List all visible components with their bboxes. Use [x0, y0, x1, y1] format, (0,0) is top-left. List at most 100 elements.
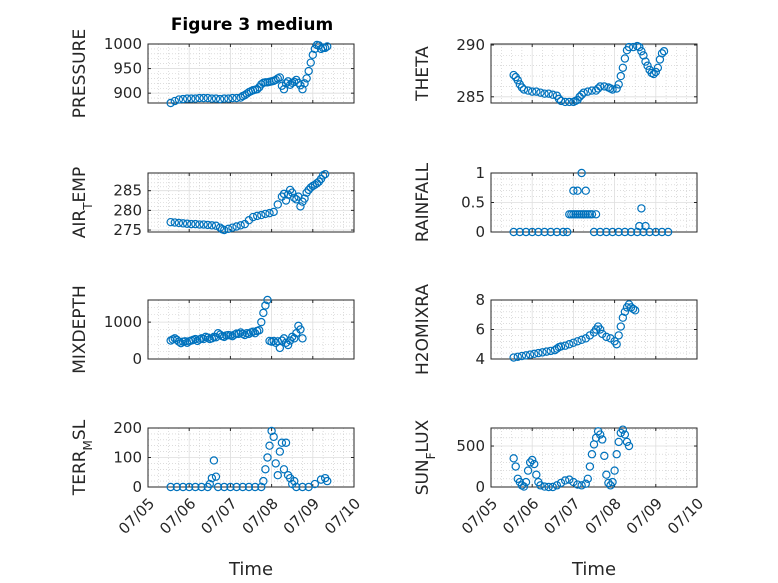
data-point: [316, 475, 326, 484]
data-point: [259, 476, 268, 486]
data-point: [573, 337, 582, 346]
data-point: [552, 344, 562, 353]
data-point: [641, 57, 650, 66]
data-point: [530, 459, 539, 469]
y-tick-label: 900: [113, 84, 142, 102]
data-point: [320, 169, 330, 179]
data-point: [560, 97, 570, 107]
data-point: [657, 227, 667, 237]
data-point: [203, 333, 212, 342]
data-point: [637, 204, 646, 213]
data-point: [538, 348, 547, 357]
data-point: [261, 465, 270, 474]
data-point: [509, 454, 518, 463]
data-point: [244, 482, 254, 492]
data-point: [323, 42, 332, 51]
data-point: [275, 343, 285, 353]
x-tick-label: 07/09: [623, 495, 666, 538]
chart-panel-2: 285 290 THETA: [413, 36, 698, 107]
y-tick-label: 0.5: [461, 194, 485, 212]
data-point: [509, 353, 518, 362]
y-axis-label: AIRTEMP: [70, 167, 95, 238]
data-point: [182, 94, 192, 103]
data-point: [220, 94, 229, 103]
data-point: [595, 325, 605, 334]
data-point: [552, 481, 562, 490]
data-point: [546, 227, 555, 237]
data-point: [296, 202, 305, 211]
data-point: [560, 341, 570, 350]
data-point: [228, 93, 237, 103]
figure-title: Figure 3 medium: [171, 15, 333, 35]
data-point: [257, 210, 266, 220]
data-point: [176, 338, 186, 348]
data-point: [534, 348, 543, 358]
data-point: [174, 95, 184, 104]
y-tick-label: 200: [113, 419, 142, 437]
data-point: [657, 49, 667, 58]
data-point: [178, 219, 188, 228]
data-point: [207, 94, 217, 103]
data-point: [513, 352, 522, 361]
y-tick-label: 285: [113, 182, 142, 200]
y-tick-label: 6: [475, 321, 485, 339]
data-point: [300, 79, 309, 88]
y-tick-label: 1: [475, 164, 485, 182]
y-axis-label: H2OMIXRA: [413, 284, 433, 375]
y-tick-label: 950: [113, 60, 142, 78]
data-point: [577, 481, 586, 490]
data-point: [166, 217, 175, 227]
data-point: [213, 482, 223, 492]
data-point: [273, 200, 282, 209]
data-point: [563, 227, 572, 237]
data-point: [523, 86, 533, 95]
x-axis-label: Time: [228, 559, 273, 580]
data-point: [663, 227, 673, 237]
x-tick-label: 07/05: [115, 495, 158, 538]
data-point: [263, 453, 272, 462]
data-point: [281, 438, 291, 447]
x-tick-label: 07/07: [540, 495, 583, 538]
y-axis-label: SUNFLUX: [413, 419, 438, 495]
data-point: [565, 97, 574, 107]
data-point: [573, 186, 582, 195]
data-point: [207, 221, 217, 230]
data-point: [180, 337, 190, 346]
data-point: [608, 85, 617, 94]
data-point: [548, 482, 558, 492]
data-point: [515, 227, 525, 237]
data-point: [170, 218, 179, 227]
data-point: [290, 476, 299, 486]
data-point: [620, 430, 630, 439]
data-point: [521, 477, 531, 487]
data-point: [199, 93, 208, 103]
data-point: [195, 220, 204, 229]
y-axis-label: PRESSURE: [70, 29, 90, 118]
data-point: [257, 317, 266, 327]
y-tick-label: 0: [132, 478, 142, 496]
data-point: [308, 50, 317, 60]
data-point: [234, 329, 243, 339]
data-point: [569, 338, 578, 347]
data-point: [257, 482, 266, 492]
data-point: [581, 186, 590, 195]
data-point: [511, 462, 520, 471]
x-tick-label: 07/06: [499, 495, 542, 538]
data-point: [275, 447, 285, 456]
data-point: [525, 350, 535, 359]
y-tick-label: 280: [113, 201, 142, 219]
data-point: [296, 81, 305, 90]
data-point: [608, 477, 617, 487]
data-point: [281, 338, 291, 347]
data-point: [513, 76, 522, 85]
data-point: [250, 482, 260, 492]
data-point: [614, 227, 623, 237]
y-axis-label: THETA: [413, 46, 433, 102]
data-point: [215, 223, 225, 232]
data-point: [614, 437, 623, 447]
data-point: [659, 47, 669, 56]
x-tick-label: 07/08: [582, 495, 625, 538]
data-point: [544, 89, 553, 98]
data-point: [271, 459, 280, 468]
